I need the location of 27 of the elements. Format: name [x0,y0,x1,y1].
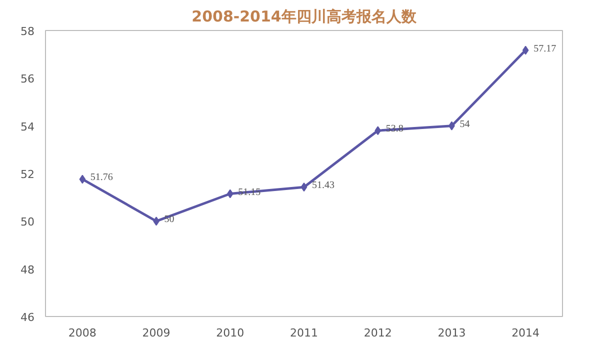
data-label: 50 [164,214,174,226]
x-tick-label: 2010 [216,326,244,340]
point [374,126,382,136]
point [522,46,529,55]
y-tick-label: 52 [20,168,35,181]
y-tick-label: 50 [20,216,35,229]
chart-title: 2008-2014年四川高考报名人数 [192,8,418,26]
y-tick-label: 48 [20,263,35,276]
x-tick-label: 2012 [364,326,392,340]
x-tick-label: 2011 [290,326,318,340]
point [300,182,308,192]
x-tick-label: 2009 [142,326,170,340]
point [226,189,234,198]
y-tick-label: 54 [20,120,35,134]
data-label: 54 [460,118,470,130]
data-label: 51.76 [90,172,113,184]
y-tick-label: 58 [20,25,35,38]
data-label: 51.15 [238,186,261,198]
y-tick-label: 46 [20,311,35,324]
x-tick-label: 2014 [512,326,540,340]
y-tick-label: 56 [20,72,35,86]
x-tick-label: 2008 [68,326,96,340]
data-label: 57.17 [534,43,556,54]
data-label: 53.8 [386,124,404,135]
data-label: 51.43 [312,180,334,192]
x-tick-label: 2013 [438,326,466,340]
point [79,174,86,184]
